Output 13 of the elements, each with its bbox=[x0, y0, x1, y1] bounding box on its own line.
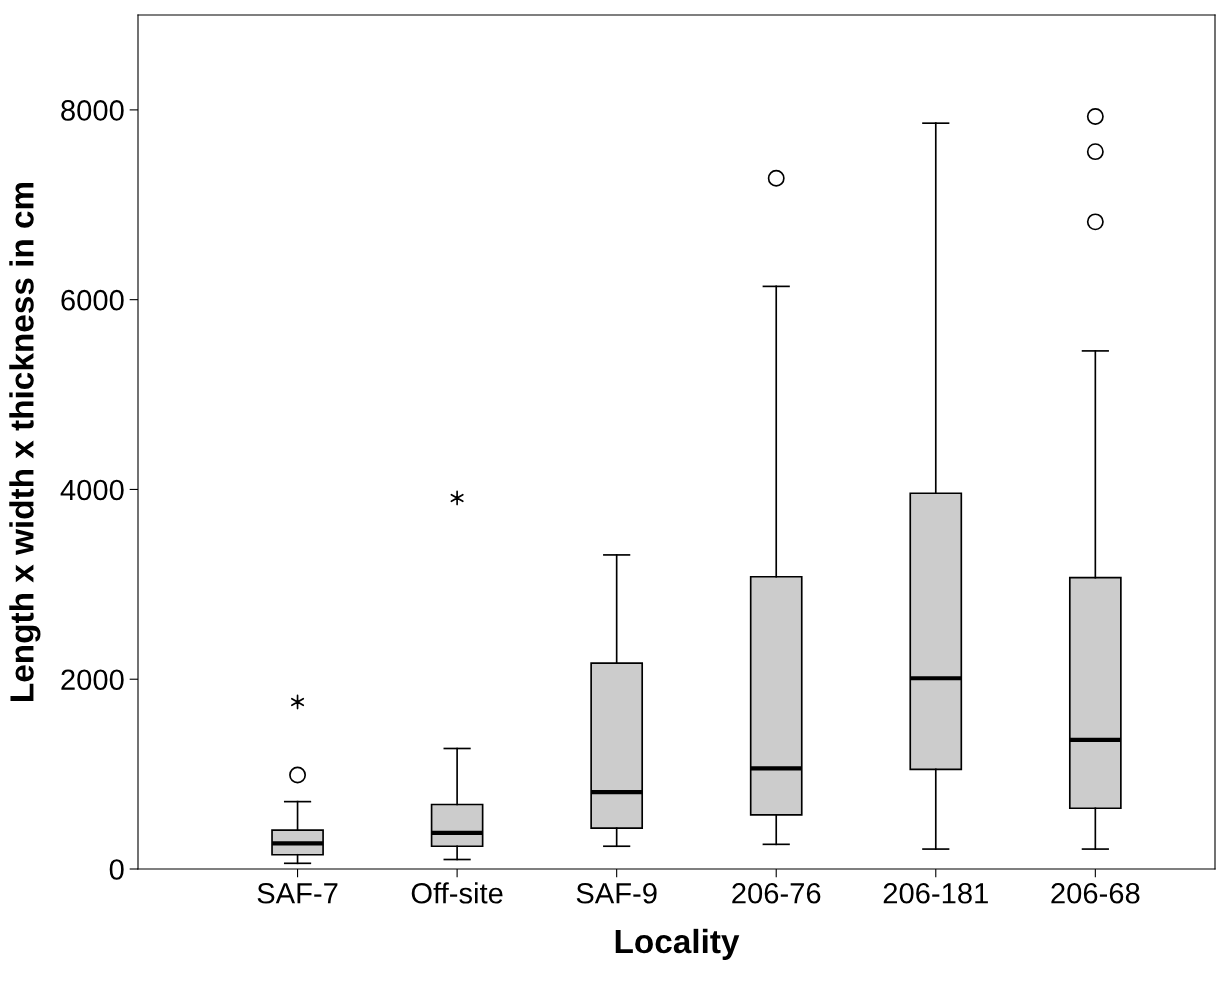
x-axis-title: Locality bbox=[615, 928, 740, 960]
y-tick-label: 4000 bbox=[60, 479, 124, 501]
y-axis-title: Length x width x thickness in cm bbox=[9, 182, 41, 701]
x-tick-label: 206-76 bbox=[732, 882, 821, 904]
x-tick-label: SAF-7 bbox=[257, 882, 338, 904]
y-tick-label: 6000 bbox=[61, 289, 124, 311]
x-tick-label: 206-68 bbox=[1051, 882, 1140, 904]
y-tick-label: 8000 bbox=[61, 100, 124, 121]
x-tick-label: Off-site bbox=[411, 882, 503, 904]
x-tick-label: SAF-9 bbox=[576, 882, 657, 904]
y-tick-label: 2000 bbox=[61, 669, 124, 691]
x-tick-label: 206-181 bbox=[883, 882, 988, 904]
y-tick-label: 0 bbox=[109, 859, 124, 880]
